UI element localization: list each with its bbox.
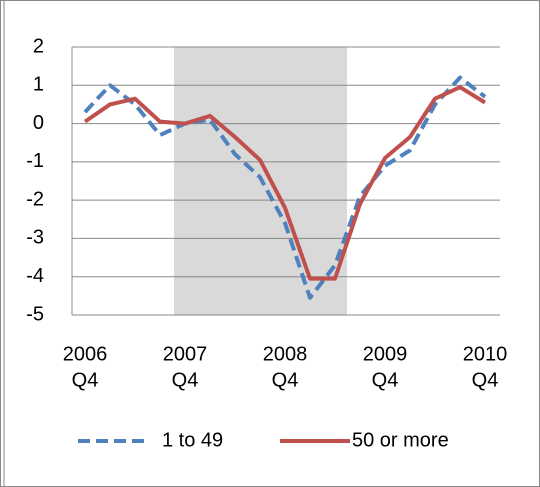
y-tick-label: -3 bbox=[26, 227, 44, 249]
x-tick-label: Q4 bbox=[72, 369, 99, 391]
y-tick-label: -1 bbox=[26, 150, 44, 172]
series-line bbox=[83, 75, 487, 300]
x-tick-label: Q4 bbox=[372, 369, 399, 391]
x-tick-label: 2010 bbox=[463, 343, 508, 365]
y-tick-label: 1 bbox=[33, 74, 44, 96]
x-tick-label: 2007 bbox=[163, 343, 208, 365]
x-tick-label: Q4 bbox=[472, 369, 499, 391]
x-tick-label: Q4 bbox=[272, 369, 299, 391]
y-tick-label: -2 bbox=[26, 188, 44, 210]
series-line bbox=[83, 85, 487, 281]
y-tick-label: -5 bbox=[26, 303, 44, 325]
legend-label: 50 or more bbox=[352, 429, 449, 451]
y-tick-label: 2 bbox=[33, 35, 44, 57]
x-tick-label: 2009 bbox=[363, 343, 408, 365]
legend-label: 1 to 49 bbox=[162, 429, 223, 451]
x-tick-label: Q4 bbox=[172, 369, 199, 391]
x-tick-label: 2008 bbox=[263, 343, 308, 365]
y-tick-label: -4 bbox=[26, 265, 44, 287]
x-tick-label: 2006 bbox=[63, 343, 108, 365]
y-tick-label: 0 bbox=[33, 112, 44, 134]
